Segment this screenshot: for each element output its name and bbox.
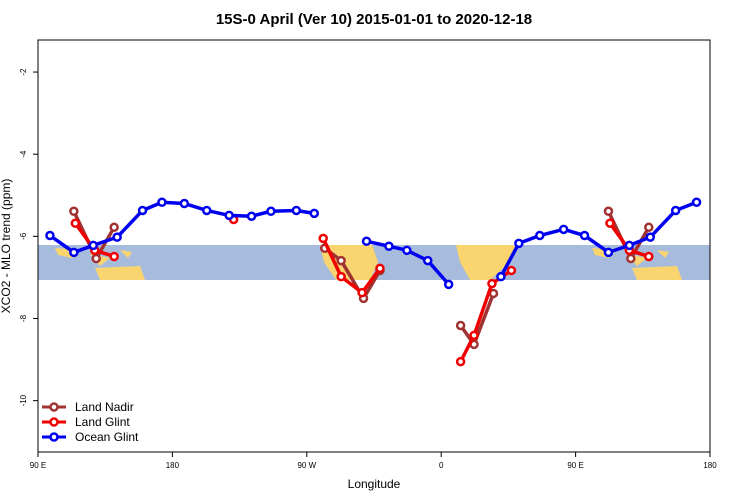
plot-frame [37, 39, 711, 453]
data-point [201, 205, 212, 216]
data-point [357, 287, 367, 298]
data-point [605, 218, 615, 228]
data-point [336, 271, 346, 282]
data-point [91, 253, 101, 264]
data-point [309, 208, 320, 219]
y-tick-label: -2 [19, 68, 28, 76]
data-point [514, 238, 524, 249]
data-point [109, 222, 119, 233]
y-tick-label: -4 [19, 150, 28, 158]
data-point [336, 255, 346, 266]
legend-label: Land Nadir [75, 400, 134, 414]
data-point [535, 230, 545, 241]
data-point [455, 320, 466, 331]
data-point [487, 278, 497, 289]
land [55, 248, 145, 280]
data-point [644, 222, 654, 233]
legend-label: Land Glint [75, 415, 130, 429]
data-point [179, 198, 190, 209]
y-tick-label: -8 [19, 314, 28, 322]
data-point [579, 230, 590, 241]
data-point [496, 271, 506, 282]
data-point [691, 197, 702, 208]
data-point [402, 245, 412, 256]
chart-title: 15S-0 April (Ver 10) 2015-01-01 to 2020-… [216, 11, 532, 28]
data-point [137, 205, 148, 216]
data-point [443, 279, 454, 290]
data-point [318, 233, 328, 244]
data-point [246, 211, 257, 221]
data-point [455, 356, 466, 367]
data-point [469, 330, 479, 341]
data-point [157, 197, 167, 208]
data-point [361, 236, 372, 247]
data-point [603, 206, 614, 217]
data-point [558, 224, 569, 235]
data-point [291, 205, 302, 216]
data-point [670, 205, 681, 216]
data-point [384, 241, 394, 251]
data-point [69, 206, 79, 217]
x-tick-label: 180 [166, 461, 180, 470]
data-point [375, 263, 385, 274]
data-point [112, 232, 122, 242]
land [592, 248, 682, 280]
y-tick-label: -6 [19, 232, 28, 240]
data-point [603, 247, 614, 258]
data-point [88, 240, 99, 251]
data-point [224, 210, 234, 221]
data-point [109, 251, 119, 262]
data-point [45, 230, 55, 241]
y-axis-label: XCO2 - MLO trend (ppm) [0, 179, 13, 314]
data-point [266, 206, 276, 217]
legend-marker [49, 417, 59, 427]
legend-label: Ocean Glint [75, 430, 139, 444]
data-point [423, 255, 433, 266]
data-point [626, 253, 636, 264]
legend-marker [49, 432, 59, 442]
y-tick-label: -10 [19, 394, 28, 406]
data-point [506, 265, 517, 276]
x-tick-label: 0 [439, 461, 444, 470]
data-point [645, 232, 656, 242]
data-point [644, 251, 654, 262]
data-point [70, 218, 81, 228]
data-point [69, 247, 79, 258]
x-tick-label: 90 W [297, 461, 316, 470]
x-tick-label: 90 E [567, 461, 583, 470]
x-tick-label: 90 E [30, 461, 46, 470]
x-tick-label: 180 [703, 461, 717, 470]
x-axis-label: Longitude [348, 477, 401, 491]
legend-marker [49, 402, 59, 412]
data-point [624, 240, 635, 251]
land [456, 245, 520, 280]
